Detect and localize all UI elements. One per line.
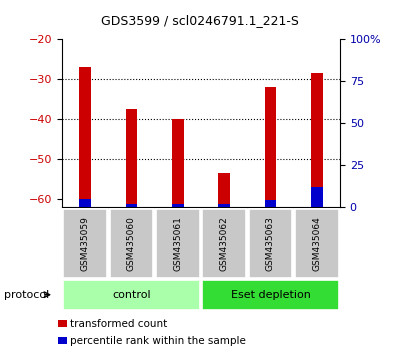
Bar xyxy=(265,200,276,207)
Text: control: control xyxy=(112,290,151,300)
Bar xyxy=(79,199,91,207)
Text: GSM435060: GSM435060 xyxy=(127,216,136,271)
Bar xyxy=(265,87,276,207)
Text: GSM435062: GSM435062 xyxy=(220,216,229,271)
Text: transformed count: transformed count xyxy=(70,319,167,329)
Text: GSM435059: GSM435059 xyxy=(81,216,90,271)
Bar xyxy=(172,204,184,207)
Bar xyxy=(218,173,230,207)
Text: GSM435061: GSM435061 xyxy=(173,216,182,271)
Bar xyxy=(126,204,137,207)
Text: percentile rank within the sample: percentile rank within the sample xyxy=(70,336,246,346)
Bar xyxy=(126,109,137,207)
Text: GSM435063: GSM435063 xyxy=(266,216,275,271)
Bar xyxy=(218,204,230,207)
Text: GDS3599 / scl0246791.1_221-S: GDS3599 / scl0246791.1_221-S xyxy=(101,14,299,27)
Text: protocol: protocol xyxy=(4,290,49,300)
Text: GSM435064: GSM435064 xyxy=(312,216,321,271)
Text: Eset depletion: Eset depletion xyxy=(230,290,310,300)
Bar xyxy=(79,67,91,207)
Bar xyxy=(172,119,184,207)
Bar xyxy=(311,187,323,207)
Bar xyxy=(311,73,323,207)
